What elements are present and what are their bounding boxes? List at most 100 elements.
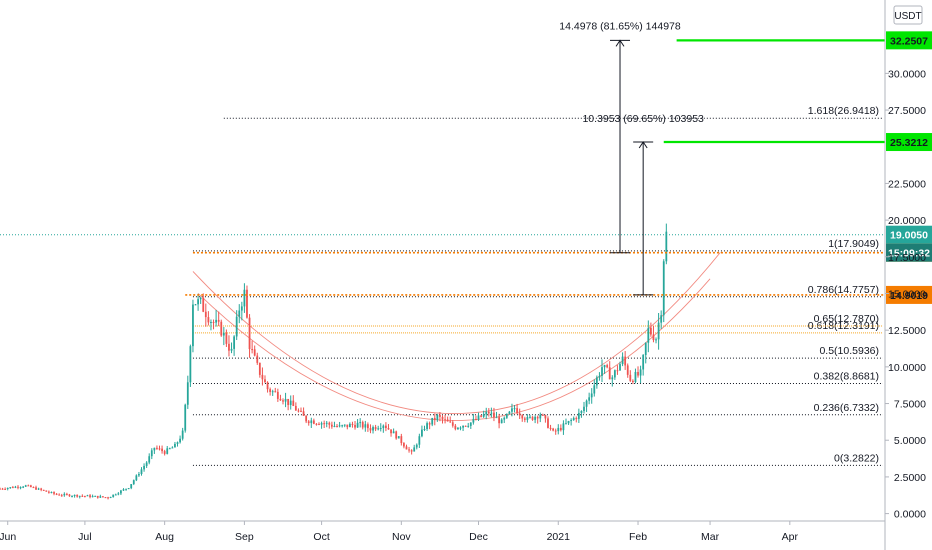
candle-body bbox=[539, 414, 542, 419]
candle-body bbox=[631, 380, 634, 383]
level-price-tag[interactable] bbox=[886, 285, 932, 304]
candle-body bbox=[634, 371, 637, 383]
candle-body bbox=[47, 491, 50, 493]
candle-body bbox=[500, 419, 503, 424]
candle-body bbox=[58, 494, 61, 496]
candle-body bbox=[11, 487, 14, 489]
fib-level-label: 0(3.2822) bbox=[834, 452, 879, 464]
candle-body bbox=[19, 487, 22, 489]
price-tick-label: 27.5000 bbox=[888, 105, 926, 117]
time-tick-label: 2021 bbox=[547, 531, 571, 543]
candle-body bbox=[109, 496, 112, 499]
candle-body bbox=[24, 485, 27, 487]
candle-body bbox=[472, 418, 475, 423]
candle-body bbox=[220, 321, 223, 336]
cup-arc-drawing[interactable] bbox=[192, 252, 721, 421]
horizontal-levels[interactable]: 17.780014.901932.250725.321219.005015:09… bbox=[185, 31, 932, 304]
time-tick-label: Jul bbox=[78, 531, 91, 543]
candle-body bbox=[161, 448, 163, 452]
candle-body bbox=[536, 416, 539, 419]
candle-body bbox=[431, 417, 434, 425]
candle-body bbox=[256, 355, 259, 363]
candle-body bbox=[186, 382, 189, 405]
candle-body bbox=[282, 400, 284, 402]
candle-body bbox=[480, 415, 482, 417]
candle-body bbox=[644, 342, 647, 356]
candle-body bbox=[9, 487, 12, 489]
candle-body bbox=[104, 497, 107, 499]
candle-body bbox=[595, 377, 598, 386]
time-tick-label: Sep bbox=[235, 531, 254, 543]
candle-body bbox=[258, 362, 261, 375]
price-tick-label: 2.5000 bbox=[894, 472, 926, 484]
candle-body bbox=[454, 425, 457, 430]
candle-body bbox=[665, 231, 668, 262]
candle-body bbox=[32, 487, 35, 489]
target-price-tag[interactable] bbox=[886, 31, 932, 50]
candle-body bbox=[148, 456, 151, 463]
candle-body bbox=[608, 367, 611, 380]
candle-body bbox=[444, 419, 446, 421]
candle-body bbox=[222, 332, 225, 336]
candle-body bbox=[117, 493, 120, 495]
candle-body bbox=[153, 447, 156, 451]
cup-arc-inner[interactable] bbox=[197, 278, 711, 421]
price-tick-label: 15.0000 bbox=[888, 288, 926, 300]
candle-body bbox=[207, 317, 210, 323]
candle-body bbox=[27, 485, 30, 487]
candle-body bbox=[94, 495, 97, 497]
candle-body bbox=[132, 480, 135, 485]
candle-body bbox=[377, 428, 380, 430]
candle-body bbox=[613, 370, 616, 378]
projection-label: 14.4978 (81.65%) 144978 bbox=[559, 20, 681, 32]
target-price-tag[interactable] bbox=[886, 133, 932, 152]
candle-body bbox=[230, 348, 233, 351]
candle-body bbox=[179, 438, 181, 443]
candle-body bbox=[315, 423, 318, 425]
candle-body bbox=[603, 365, 606, 368]
candle-body bbox=[269, 389, 272, 392]
fib-level-label: 0.382(8.8681) bbox=[814, 370, 879, 382]
candle-body bbox=[642, 355, 645, 370]
candle-body bbox=[485, 411, 488, 415]
candle-body bbox=[248, 317, 251, 350]
candle-body bbox=[65, 493, 68, 495]
bar-countdown-tag bbox=[886, 243, 932, 262]
candle-body bbox=[449, 421, 452, 423]
price-tick-label: 22.5000 bbox=[888, 178, 926, 190]
candle-body bbox=[341, 425, 344, 427]
candle-body bbox=[433, 417, 436, 421]
fib-level-label: 1(17.9049) bbox=[828, 238, 879, 250]
price-tick-label: 5.0000 bbox=[894, 435, 926, 447]
projection-measures[interactable]: 14.4978 (81.65%) 144978 10.3953 (69.65%) … bbox=[559, 20, 704, 296]
candlestick-series bbox=[0, 223, 668, 500]
candle-body bbox=[390, 429, 392, 434]
candle-body bbox=[225, 332, 228, 344]
candle-body bbox=[261, 374, 264, 380]
candle-body bbox=[577, 412, 580, 419]
candle-body bbox=[297, 410, 300, 412]
candle-body bbox=[464, 425, 467, 427]
candle-body bbox=[287, 398, 290, 405]
candle-body bbox=[325, 422, 328, 424]
candle-body bbox=[382, 425, 385, 429]
candle-body bbox=[292, 400, 295, 406]
candle-body bbox=[621, 356, 624, 365]
candle-body bbox=[73, 494, 76, 496]
candle-body bbox=[531, 416, 534, 420]
candle-body bbox=[138, 474, 140, 476]
projection-label: 10.3953 (69.65%) 103953 bbox=[582, 113, 704, 125]
candle-body bbox=[14, 486, 17, 488]
candle-body bbox=[276, 391, 279, 399]
candle-body bbox=[436, 414, 439, 421]
fibonacci-retracement[interactable]: 0(3.2822) 0.236(6.7332) 0.382(8.8681) 0.5(1… bbox=[0, 105, 885, 466]
candle-body bbox=[611, 377, 614, 380]
candle-body bbox=[127, 488, 130, 490]
candle-body bbox=[364, 424, 367, 428]
candle-body bbox=[171, 447, 174, 449]
candle-body bbox=[235, 316, 238, 337]
currency-selector[interactable]: USDT bbox=[893, 5, 923, 25]
candle-body bbox=[387, 428, 390, 430]
